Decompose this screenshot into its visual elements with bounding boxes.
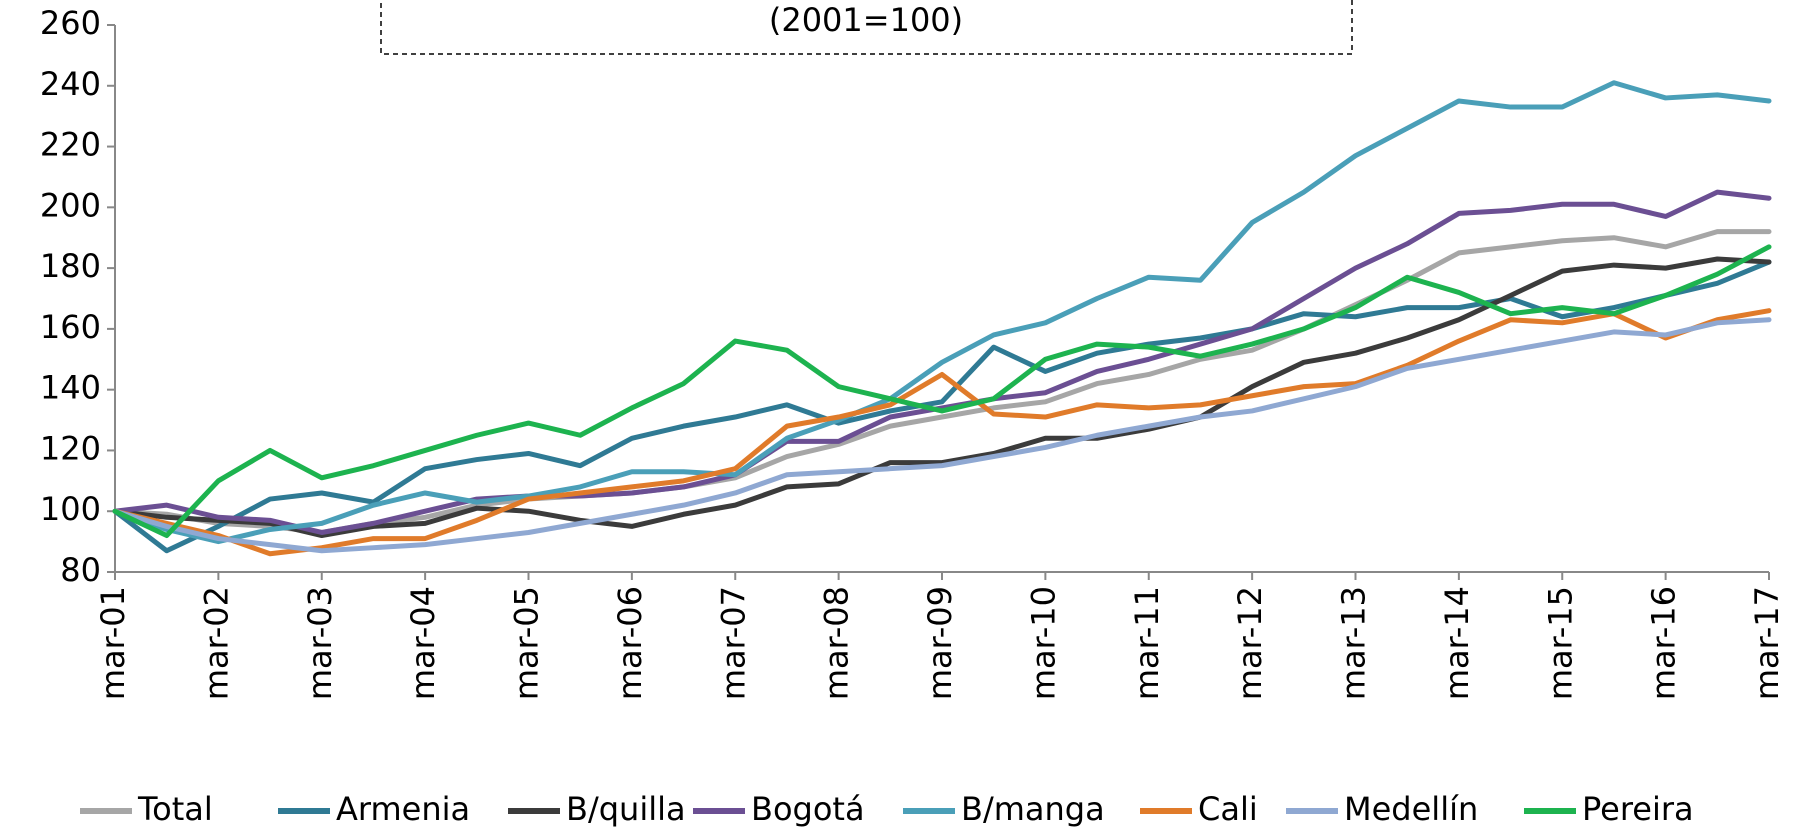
y-tick-label: 180 bbox=[40, 247, 101, 285]
x-tick-label: mar-10 bbox=[1024, 586, 1062, 700]
y-tick-label: 140 bbox=[40, 369, 101, 407]
series-line bbox=[112, 189, 1772, 535]
legend-label: Total bbox=[137, 790, 213, 828]
y-tick-label: 80 bbox=[60, 551, 101, 589]
legend-label: B/manga bbox=[961, 790, 1105, 828]
x-tick-label: mar-03 bbox=[301, 586, 339, 700]
x-tick-label: mar-09 bbox=[921, 586, 959, 700]
x-tick-label: mar-07 bbox=[714, 586, 752, 700]
x-tick-label: mar-04 bbox=[404, 586, 442, 700]
legend-label: Medellín bbox=[1344, 790, 1478, 828]
chart-title: (2001=100) bbox=[769, 1, 963, 39]
series-line bbox=[112, 308, 1772, 557]
legend-label: Cali bbox=[1198, 790, 1258, 828]
y-tick-label: 120 bbox=[40, 429, 101, 467]
series-line bbox=[112, 317, 1772, 554]
legend-label: Armenia bbox=[336, 790, 470, 828]
legend-label: Bogotá bbox=[751, 790, 865, 828]
x-tick-label: mar-15 bbox=[1541, 586, 1579, 700]
y-tick-label: 100 bbox=[40, 490, 101, 528]
y-tick-label: 240 bbox=[40, 65, 101, 103]
x-tick-label: mar-11 bbox=[1128, 586, 1166, 700]
x-tick-label: mar-02 bbox=[197, 586, 235, 700]
x-tick-label: mar-14 bbox=[1438, 586, 1476, 700]
x-tick-label: mar-06 bbox=[611, 586, 649, 700]
series-line bbox=[112, 229, 1772, 535]
x-tick-label: mar-05 bbox=[508, 586, 546, 700]
legend-label: Pereira bbox=[1582, 790, 1694, 828]
series-line bbox=[112, 80, 1772, 545]
x-tick-label: mar-13 bbox=[1335, 586, 1373, 700]
title-box bbox=[380, 0, 1353, 55]
legend-label: B/quilla bbox=[566, 790, 686, 828]
x-tick-label: mar-08 bbox=[818, 586, 856, 700]
x-tick-label: mar-17 bbox=[1748, 586, 1786, 700]
series-line bbox=[112, 256, 1772, 539]
x-tick-label: mar-16 bbox=[1645, 586, 1683, 700]
y-tick-label: 260 bbox=[40, 4, 101, 42]
y-tick-label: 160 bbox=[40, 308, 101, 346]
series-line bbox=[112, 244, 1772, 539]
x-tick-label: mar-01 bbox=[94, 586, 132, 700]
y-tick-label: 220 bbox=[40, 126, 101, 164]
y-tick-label: 200 bbox=[40, 186, 101, 224]
x-tick-label: mar-12 bbox=[1231, 586, 1269, 700]
